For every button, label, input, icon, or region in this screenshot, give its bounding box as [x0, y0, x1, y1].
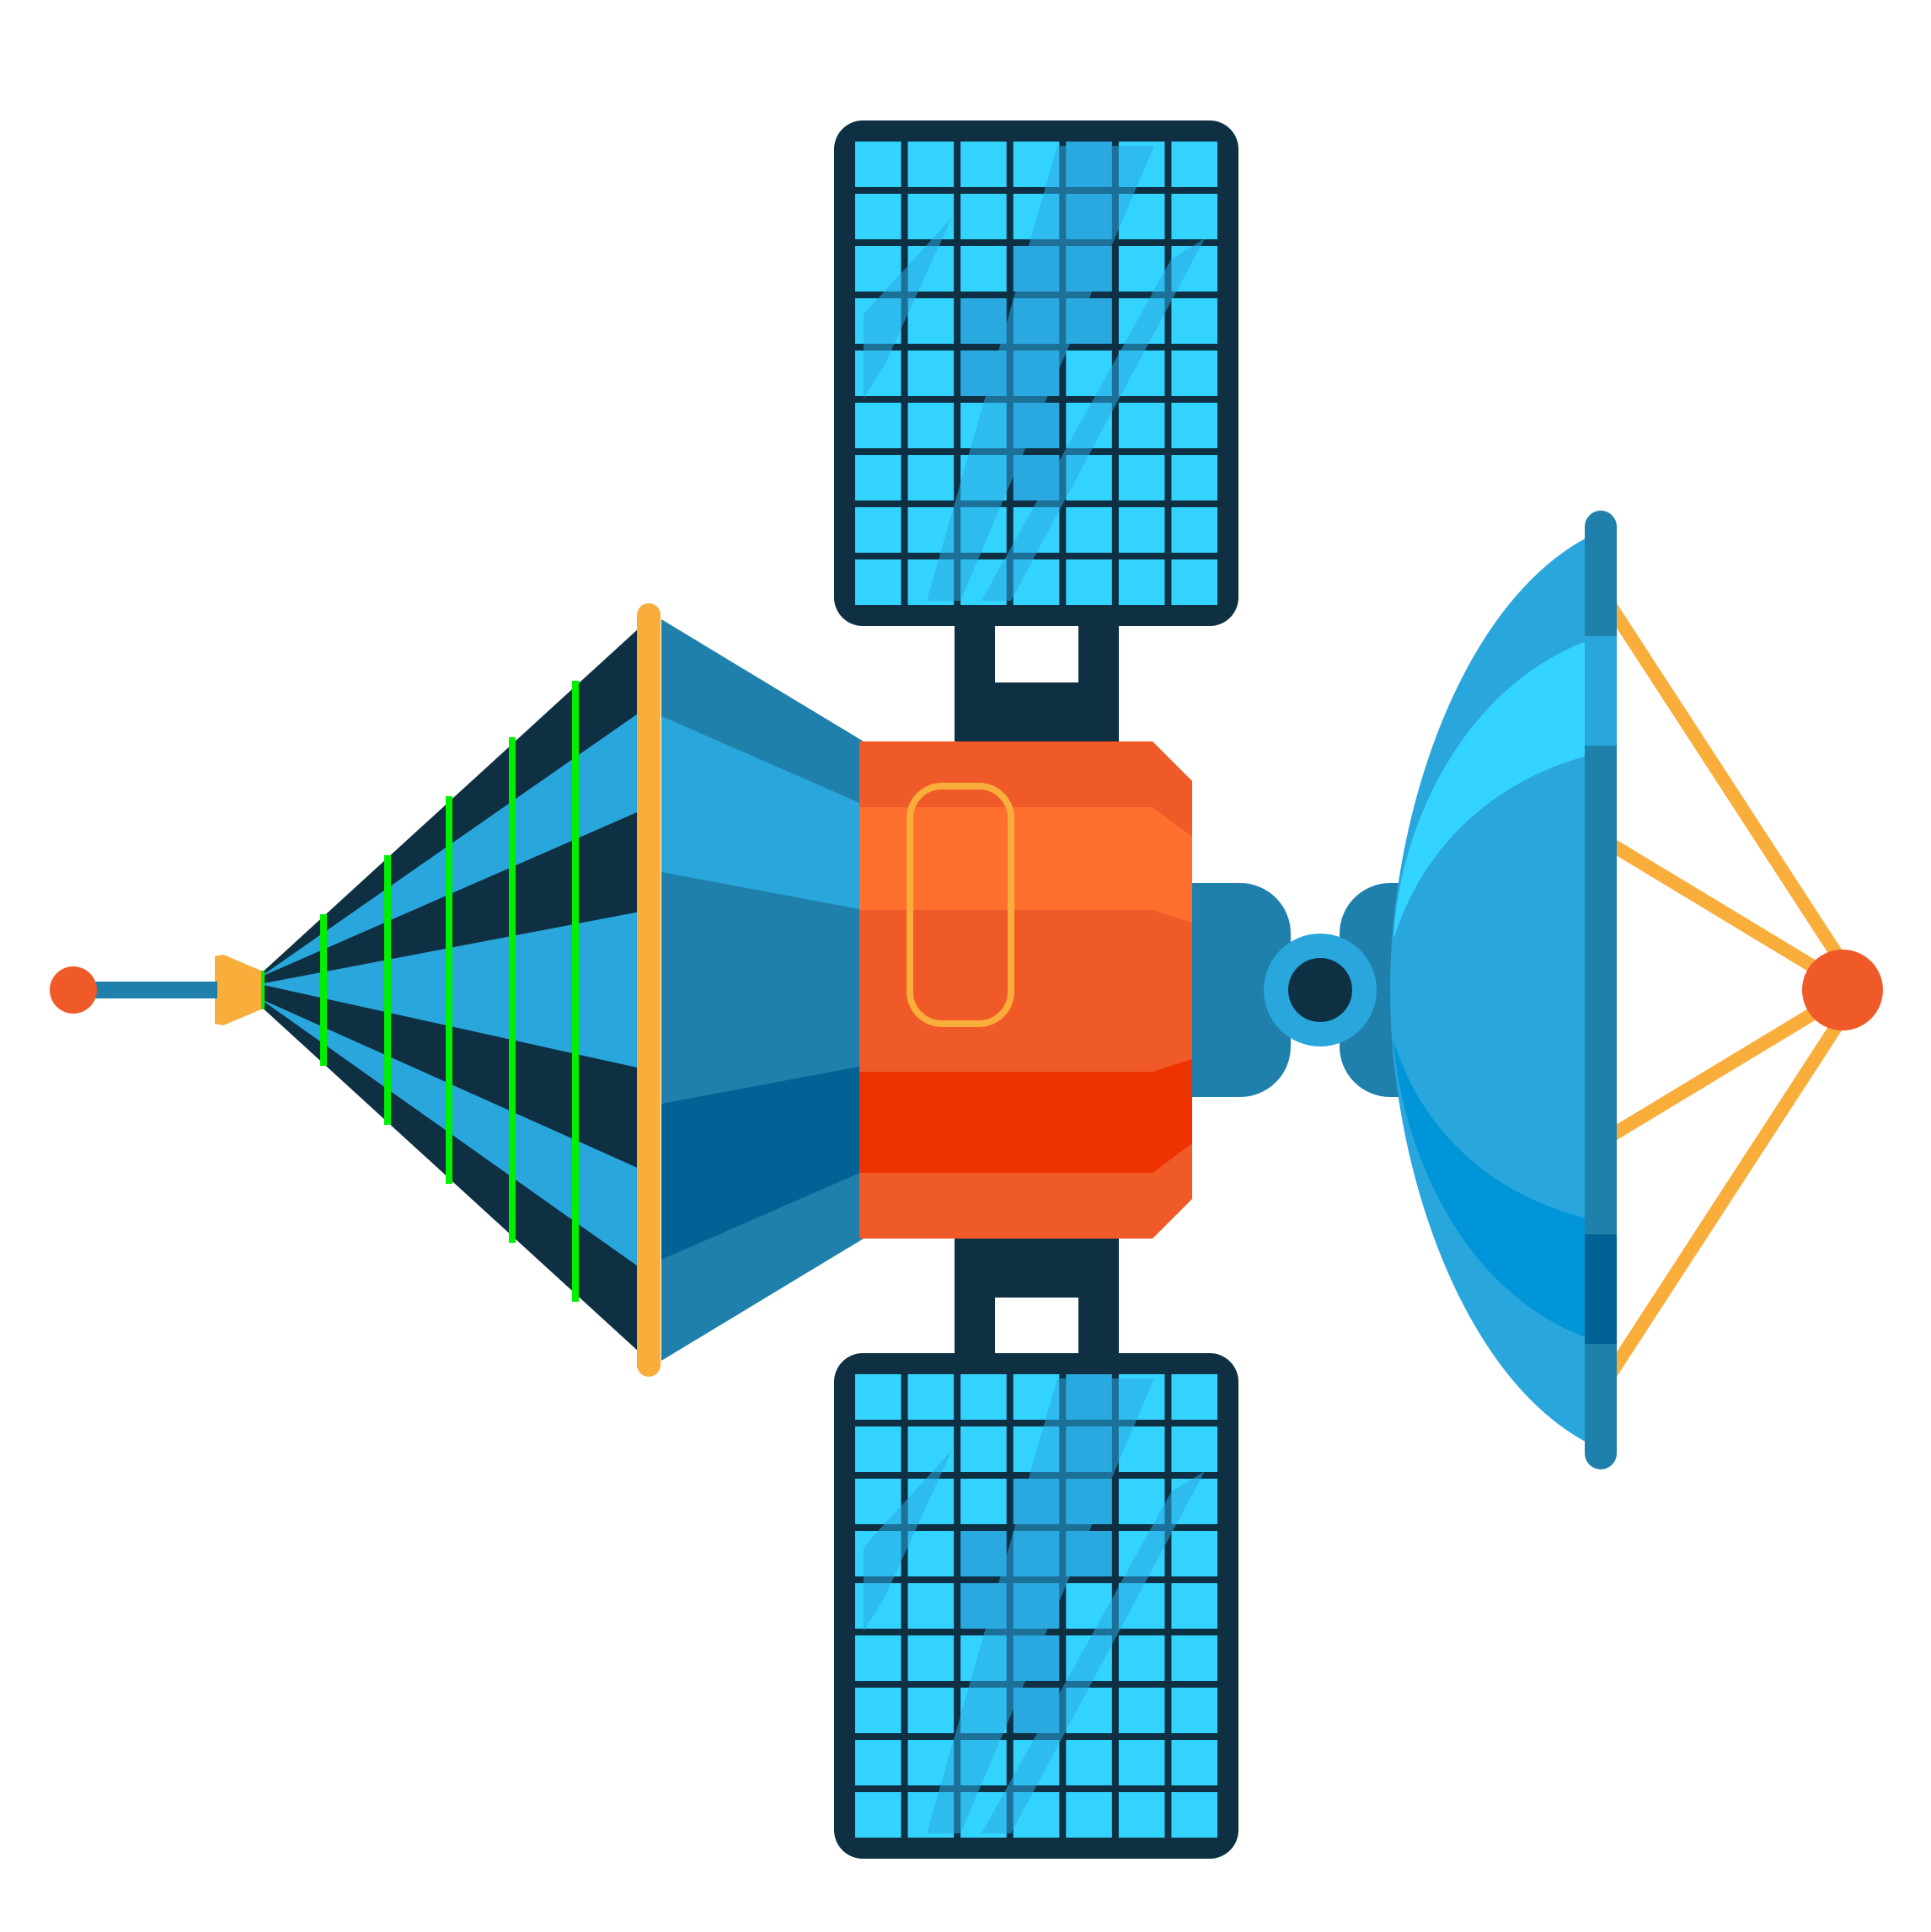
panel-cell [1171, 1688, 1217, 1733]
panel-cell [1118, 1635, 1165, 1681]
panel-cell [907, 142, 955, 187]
satellite-dish-icon [1390, 511, 1883, 1469]
panel-cell [1118, 403, 1165, 448]
panel-cell [855, 507, 901, 553]
panel-cell [855, 559, 901, 605]
panel-glare [927, 146, 1154, 601]
panel-glare [864, 217, 952, 399]
panel-cell [907, 1583, 955, 1629]
panel-cell [960, 1426, 1007, 1472]
panel-cell [960, 246, 1007, 292]
panel-cell [1171, 1740, 1217, 1785]
panel-glare [927, 1378, 1154, 1833]
panel-cell [1066, 559, 1112, 605]
panel-cell [907, 403, 955, 448]
cone-rings [258, 681, 579, 1302]
panel-cell [1171, 351, 1217, 396]
panel-cell [1171, 507, 1217, 553]
panel-cell [907, 298, 955, 344]
panel-cell [1066, 507, 1112, 553]
probe-tip [50, 966, 97, 1014]
panel-cell [1118, 1740, 1165, 1785]
panel-cell [1118, 455, 1165, 500]
lower-panel-mast [955, 1234, 1119, 1365]
panel-cell [1171, 1374, 1217, 1420]
panel-cell [855, 1740, 901, 1785]
upper-solar-panel [834, 120, 1238, 626]
panel-cell [960, 298, 1007, 344]
panel-cell [1171, 1792, 1217, 1838]
panel-cell [907, 1635, 955, 1681]
panel-cell [1171, 142, 1217, 187]
panel-cell [1171, 1583, 1217, 1629]
panel-cell [855, 142, 901, 187]
panel-cell [1066, 1792, 1112, 1838]
panel-cell [1171, 298, 1217, 344]
panel-cell [907, 194, 955, 239]
panel-cell [907, 1374, 955, 1420]
dish-feed [1802, 950, 1883, 1030]
panel-cell [1171, 403, 1217, 448]
panel-cell [907, 1426, 955, 1472]
lower-solar-panel [834, 1353, 1238, 1859]
panel-cell [855, 1374, 901, 1420]
upper-panel-mast [955, 619, 1119, 746]
docking-port-icon [1264, 934, 1377, 1046]
panel-cell [1171, 194, 1217, 239]
panel-cell [855, 194, 901, 239]
panel-glare [982, 1471, 1205, 1833]
panel-cell [855, 1688, 901, 1733]
panel-cell [1171, 1426, 1217, 1472]
satellite-body [859, 741, 1192, 1239]
panel-cell [907, 351, 955, 396]
panel-cell [855, 1792, 901, 1838]
panel-cell [1118, 1479, 1165, 1524]
panel-cell [1118, 1688, 1165, 1733]
panel-cell [907, 455, 955, 500]
panel-cell [907, 1531, 955, 1576]
antenna-cone [50, 603, 864, 1377]
panel-cell [1171, 559, 1217, 605]
cone-funnel [661, 619, 864, 1361]
panel-glare [864, 1450, 952, 1631]
panel-cell [1118, 559, 1165, 605]
panel-cell [960, 142, 1007, 187]
panel-cell [855, 403, 901, 448]
panel-cell [1171, 1635, 1217, 1681]
panel-cell [960, 1531, 1007, 1576]
panel-cell [855, 1426, 901, 1472]
hatch-door-icon [907, 783, 1014, 1027]
panel-cell [1066, 1740, 1112, 1785]
panel-cell [907, 1688, 955, 1733]
panel-cell [960, 194, 1007, 239]
panel-cell [1171, 455, 1217, 500]
panel-cell [1118, 507, 1165, 553]
panel-cell [1171, 1531, 1217, 1576]
feed-horn [215, 955, 261, 1025]
panel-cell [855, 455, 901, 500]
panel-glare [982, 238, 1205, 601]
antenna-cone-icon [259, 619, 649, 1361]
panel-cell [960, 1374, 1007, 1420]
panel-cell [960, 1479, 1007, 1524]
dish-struts [1605, 602, 1847, 1378]
panel-cell [1118, 246, 1165, 292]
panel-cell [1118, 1792, 1165, 1838]
panel-cell [855, 1635, 901, 1681]
